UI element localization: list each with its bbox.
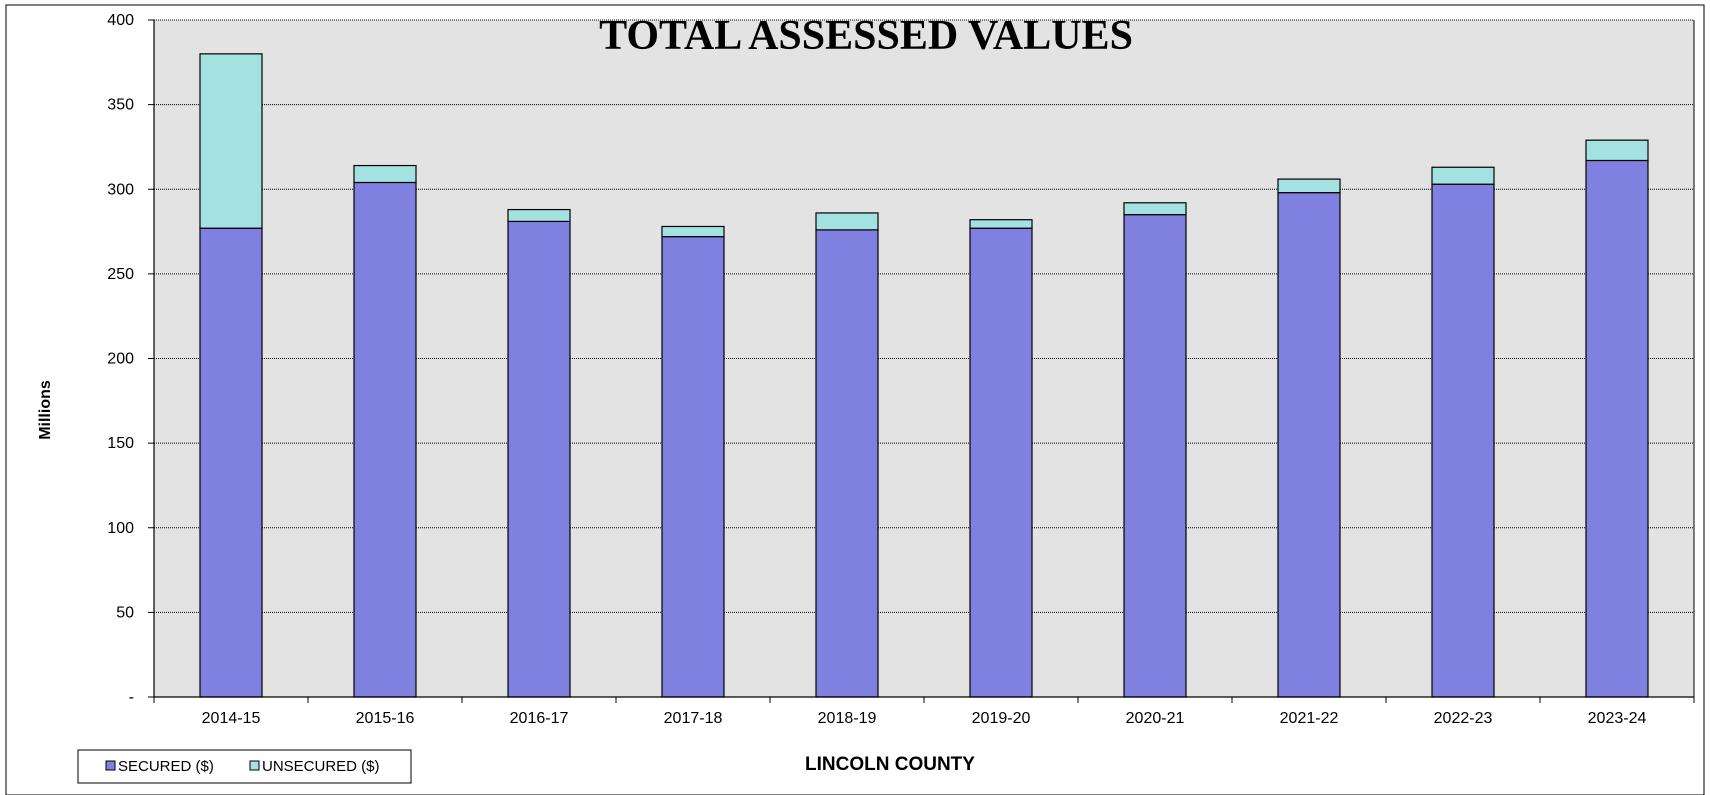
y-tick-label: 100 (107, 520, 134, 537)
x-tick-label: 2018-19 (818, 710, 877, 727)
legend-label-secured: SECURED ($) (118, 758, 214, 775)
legend-label-unsecured: UNSECURED ($) (262, 758, 380, 775)
bars (199, 53, 1649, 698)
chart-title: TOTAL ASSESSED VALUES (599, 13, 1133, 59)
y-tick-label: 300 (107, 181, 134, 198)
bar-unsecured-2018-19 (815, 212, 879, 231)
x-tick-label: 2022-23 (1434, 710, 1493, 727)
y-axis-label: Millions (37, 380, 54, 440)
y-tick-label: 400 (107, 12, 134, 29)
x-tick-label: 2019-20 (972, 710, 1031, 727)
bar-secured-2014-15 (199, 227, 263, 698)
bar-secured-2015-16 (353, 181, 417, 698)
bar-unsecured-2021-22 (1277, 178, 1341, 194)
bar-secured-2019-20 (969, 227, 1033, 698)
legend-box (77, 749, 412, 784)
x-tick-label: 2016-17 (510, 710, 569, 727)
bar-unsecured-2014-15 (199, 53, 263, 229)
legend: SECURED ($) UNSECURED ($) (77, 749, 412, 784)
bar-secured-2021-22 (1277, 192, 1341, 698)
bar-unsecured-2015-16 (353, 164, 417, 184)
axes (148, 19, 1695, 703)
bar-unsecured-2023-24 (1585, 139, 1649, 162)
x-tick-labels: 2014-15 2015-16 2016-17 2017-18 2018-19 2019-… (202, 710, 1647, 727)
x-tick-label: 2014-15 (202, 710, 261, 727)
bar-unsecured-2017-18 (661, 225, 725, 238)
y-tick-label: 200 (107, 351, 134, 368)
x-tick-label: 2023-24 (1588, 710, 1647, 727)
bar-unsecured-2016-17 (507, 208, 571, 223)
x-tick-label: 2020-21 (1126, 710, 1185, 727)
legend-swatch-secured (105, 760, 116, 771)
y-tick-labels: - 50 100 150 200 250 300 350 400 (107, 12, 134, 706)
bar-unsecured-2020-21 (1123, 202, 1187, 216)
bar-secured-2020-21 (1123, 214, 1187, 698)
y-tick-label: - (129, 689, 134, 706)
bar-unsecured-2019-20 (969, 219, 1033, 229)
bar-secured-2023-24 (1585, 159, 1649, 698)
y-tick-label: 250 (107, 266, 134, 283)
bar-secured-2018-19 (815, 229, 879, 698)
y-tick-label: 150 (107, 435, 134, 452)
legend-swatch-unsecured (249, 760, 260, 771)
x-tick-label: 2021-22 (1280, 710, 1339, 727)
x-axis-label: LINCOLN COUNTY (805, 754, 975, 775)
x-tick-label: 2015-16 (356, 710, 415, 727)
bar-secured-2017-18 (661, 236, 725, 698)
bar-unsecured-2022-23 (1431, 166, 1495, 185)
bar-secured-2022-23 (1431, 183, 1495, 698)
y-tick-label: 50 (116, 604, 134, 621)
x-tick-label: 2017-18 (664, 710, 723, 727)
bar-secured-2016-17 (507, 220, 571, 698)
y-tick-label: 350 (107, 97, 134, 114)
